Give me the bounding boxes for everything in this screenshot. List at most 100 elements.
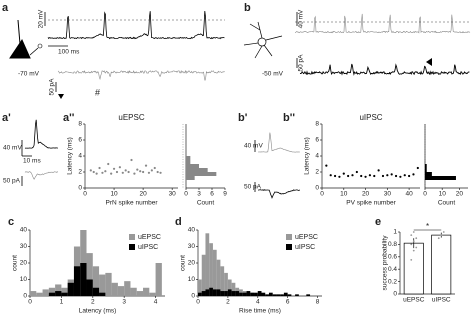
bar xyxy=(216,259,221,296)
x-tick-label: 40 xyxy=(405,191,413,198)
bar xyxy=(186,156,191,160)
point xyxy=(159,171,162,174)
y-tick-label: 4 xyxy=(78,153,82,160)
y-tick-label: 0 xyxy=(78,185,82,192)
y-tick-label: 30 xyxy=(188,243,196,250)
y-axis-label: success probability xyxy=(382,235,389,291)
bar xyxy=(246,291,251,296)
x-tick-label: 2 xyxy=(226,299,230,306)
x-tick-label: 0 xyxy=(83,191,87,198)
bar xyxy=(30,291,37,296)
point xyxy=(347,174,350,178)
point xyxy=(325,164,328,167)
x-tick-label: 0 xyxy=(423,191,427,198)
bar xyxy=(212,289,217,296)
point xyxy=(437,237,440,240)
bar xyxy=(431,234,452,295)
point xyxy=(412,249,415,252)
panel-label: a xyxy=(2,2,9,14)
point xyxy=(101,171,104,174)
point xyxy=(360,174,363,178)
bar xyxy=(86,279,93,296)
point xyxy=(110,172,113,175)
neuron-b xyxy=(243,21,283,59)
point xyxy=(442,231,445,233)
y-tick-label: 8 xyxy=(315,121,319,128)
x-axis-label: Latency (ms) xyxy=(79,308,117,315)
trace xyxy=(257,189,300,199)
panel-label: b' xyxy=(238,112,248,124)
bar xyxy=(73,266,81,296)
legend-swatch xyxy=(129,234,135,240)
legend-swatch xyxy=(286,234,292,240)
x-axis-label: PV spike number xyxy=(346,200,396,207)
point xyxy=(153,166,156,170)
y-tick-label: 0.4 xyxy=(388,266,397,273)
point xyxy=(373,174,376,178)
bar xyxy=(205,289,210,296)
bar xyxy=(212,249,217,296)
x-tick-label: 0 xyxy=(28,299,32,306)
trace xyxy=(24,119,59,149)
legend-label: uEPSC xyxy=(295,234,318,241)
scale-label: 40 mV xyxy=(298,9,305,28)
bar xyxy=(224,272,228,296)
y-tick-label: 40 xyxy=(20,227,28,234)
x-tick-label: 20 xyxy=(456,191,464,198)
point xyxy=(399,175,402,178)
panel-label: d xyxy=(175,216,182,228)
bar xyxy=(201,254,206,296)
trace xyxy=(24,171,59,180)
y-tick-label: 6 xyxy=(315,137,319,144)
y-axis-label: count xyxy=(180,255,187,271)
point xyxy=(112,167,116,170)
bar xyxy=(306,294,311,296)
point xyxy=(415,237,418,240)
point xyxy=(416,166,419,170)
bar xyxy=(36,292,43,296)
bar xyxy=(124,281,131,296)
point xyxy=(410,243,413,246)
y-tick-label: 10 xyxy=(20,276,28,283)
point xyxy=(139,170,142,173)
point xyxy=(368,174,372,177)
bar xyxy=(227,279,232,296)
neuron-a xyxy=(9,19,43,59)
legend-swatch xyxy=(129,244,135,250)
point xyxy=(133,172,136,175)
point xyxy=(351,174,354,177)
y-tick-label: 0.2 xyxy=(388,278,397,285)
bar xyxy=(48,287,56,296)
bar xyxy=(425,176,456,180)
bar xyxy=(272,294,277,296)
bar xyxy=(186,172,217,176)
bar xyxy=(425,168,427,172)
point xyxy=(147,171,151,174)
bar xyxy=(92,287,100,296)
point xyxy=(408,174,411,178)
point xyxy=(142,170,145,174)
point xyxy=(95,172,98,175)
y-tick-label: 0 xyxy=(393,291,397,298)
point xyxy=(156,170,159,174)
y-tick-label: 4 xyxy=(315,153,319,160)
bar xyxy=(295,294,299,296)
panel-label: b xyxy=(244,2,251,14)
bar xyxy=(111,282,118,296)
bar xyxy=(117,286,125,296)
scale-label: 100 ms xyxy=(58,49,80,56)
x-tick-label: 6 xyxy=(286,299,290,306)
bar xyxy=(149,292,156,296)
bar xyxy=(261,292,266,296)
scale-label: 50 pA xyxy=(244,184,262,191)
y-axis-label: Latency (ms) xyxy=(304,137,311,175)
x-tick-label: 10 xyxy=(110,191,118,198)
bar xyxy=(143,287,150,296)
scale-label: 50 pA xyxy=(49,78,56,96)
y-tick-label: 6 xyxy=(78,137,82,144)
scale-label: -50 mV xyxy=(262,71,284,78)
x-tick-label: 0 xyxy=(320,191,324,198)
point xyxy=(130,158,133,162)
bar xyxy=(231,282,236,296)
